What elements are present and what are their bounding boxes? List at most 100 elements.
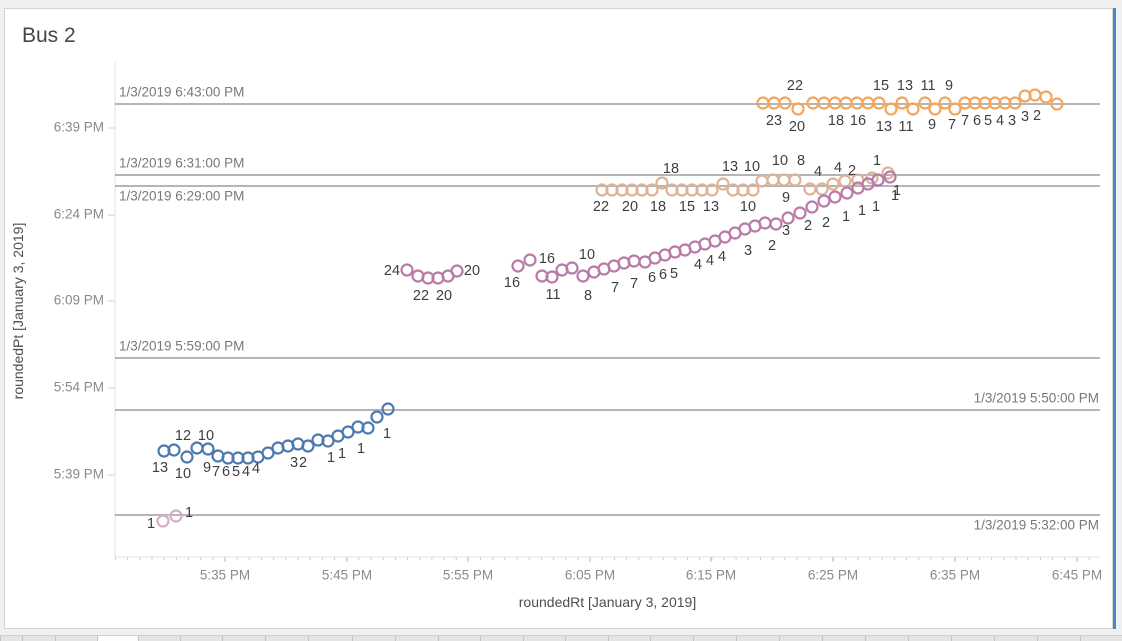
data-point[interactable] (778, 96, 792, 110)
sheet-tab[interactable] (822, 636, 865, 641)
sheet-tab[interactable] (480, 636, 523, 641)
chart-title: Bus 2 (22, 24, 76, 47)
sheet-tab[interactable] (0, 636, 22, 641)
worksheet-card (4, 8, 1113, 629)
data-point[interactable] (805, 200, 819, 214)
data-point-label: 4 (834, 160, 842, 176)
sheet-tab[interactable] (693, 636, 736, 641)
data-point[interactable] (1039, 90, 1053, 104)
data-point[interactable] (1008, 96, 1022, 110)
data-point[interactable] (766, 173, 780, 187)
data-point[interactable] (746, 183, 760, 197)
data-point[interactable] (826, 177, 840, 191)
data-point[interactable] (370, 410, 384, 424)
data-point[interactable] (838, 174, 852, 188)
data-point[interactable] (705, 183, 719, 197)
data-point[interactable] (523, 253, 537, 267)
data-point-label: 24 (384, 263, 400, 279)
data-point[interactable] (301, 439, 315, 453)
x-tick-label: 6:25 PM (808, 568, 858, 583)
data-point[interactable] (948, 102, 962, 116)
data-point[interactable] (793, 206, 807, 220)
data-point[interactable] (565, 261, 579, 275)
sheet-tab[interactable] (265, 636, 308, 641)
sheet-tab[interactable] (352, 636, 395, 641)
data-point[interactable] (781, 211, 795, 225)
data-point[interactable] (180, 450, 194, 464)
sheet-tab[interactable] (308, 636, 352, 641)
data-point-label: 4 (996, 113, 1004, 129)
data-point[interactable] (815, 182, 829, 196)
data-point[interactable] (817, 194, 831, 208)
data-point[interactable] (511, 259, 525, 273)
data-point-label: 3 (1021, 109, 1029, 125)
sheet-tab[interactable] (650, 636, 693, 641)
data-point-label: 1 (873, 153, 881, 169)
data-point[interactable] (201, 442, 215, 456)
data-point[interactable] (895, 96, 909, 110)
data-point[interactable] (576, 269, 590, 283)
data-point[interactable] (769, 217, 783, 231)
sheet-tab[interactable] (1080, 636, 1122, 641)
data-point[interactable] (1050, 97, 1064, 111)
data-point-label: 2 (822, 215, 830, 231)
data-point[interactable] (828, 190, 842, 204)
sheet-tab[interactable] (138, 636, 180, 641)
data-point[interactable] (872, 96, 886, 110)
data-point-label: 22 (787, 78, 803, 94)
data-point-label: 2 (848, 163, 856, 179)
data-point[interactable] (906, 102, 920, 116)
data-point[interactable] (755, 174, 769, 188)
data-point[interactable] (938, 96, 952, 110)
data-point[interactable] (545, 270, 559, 284)
sheet-tab[interactable] (55, 636, 97, 641)
data-point[interactable] (400, 263, 414, 277)
data-point[interactable] (791, 102, 805, 116)
sheet-tab[interactable] (395, 636, 438, 641)
data-point[interactable] (883, 170, 897, 184)
sheet-tab[interactable] (908, 636, 951, 641)
sheet-tab[interactable] (779, 636, 822, 641)
data-point[interactable] (169, 509, 183, 523)
data-point[interactable] (840, 186, 854, 200)
y-tick-label: 6:24 PM (54, 207, 104, 222)
sheet-tab[interactable] (565, 636, 608, 641)
data-point[interactable] (361, 421, 375, 435)
data-point-label: 6 (973, 113, 981, 129)
x-tick-label: 6:45 PM (1052, 568, 1102, 583)
data-point[interactable] (167, 443, 181, 457)
sheet-tab[interactable] (1037, 636, 1080, 641)
tick-labels: 5:35 PM 5:45 PM 5:55 PM 6:05 PM 6:15 PM 6:25 … (54, 120, 1102, 583)
data-point[interactable] (716, 177, 730, 191)
sheet-tab[interactable] (222, 636, 265, 641)
sheet-tab[interactable] (22, 636, 55, 641)
data-point[interactable] (341, 425, 355, 439)
sheet-tab[interactable] (736, 636, 779, 641)
data-point-label: 2 (768, 238, 776, 254)
data-point[interactable] (884, 102, 898, 116)
sheet-tab[interactable] (608, 636, 650, 641)
data-point[interactable] (261, 446, 275, 460)
data-point-label: 8 (584, 288, 592, 304)
sheet-tab-active[interactable] (97, 636, 138, 641)
sheet-tab[interactable] (438, 636, 480, 641)
data-point[interactable] (645, 183, 659, 197)
data-point[interactable] (655, 176, 669, 190)
data-point[interactable] (777, 173, 791, 187)
data-point[interactable] (788, 173, 802, 187)
data-point[interactable] (450, 264, 464, 278)
data-point[interactable] (321, 434, 335, 448)
sheet-tab[interactable] (951, 636, 994, 641)
data-point[interactable] (871, 173, 885, 187)
sheet-tab[interactable] (523, 636, 565, 641)
data-point[interactable] (758, 216, 772, 230)
data-point[interactable] (381, 402, 395, 416)
data-point[interactable] (928, 102, 942, 116)
sheet-tab[interactable] (865, 636, 908, 641)
sheet-tab[interactable] (994, 636, 1037, 641)
sheet-tab[interactable] (180, 636, 222, 641)
data-point[interactable] (918, 96, 932, 110)
data-point-label: 1 (891, 188, 899, 204)
data-point[interactable] (190, 441, 204, 455)
data-point[interactable] (156, 514, 170, 528)
